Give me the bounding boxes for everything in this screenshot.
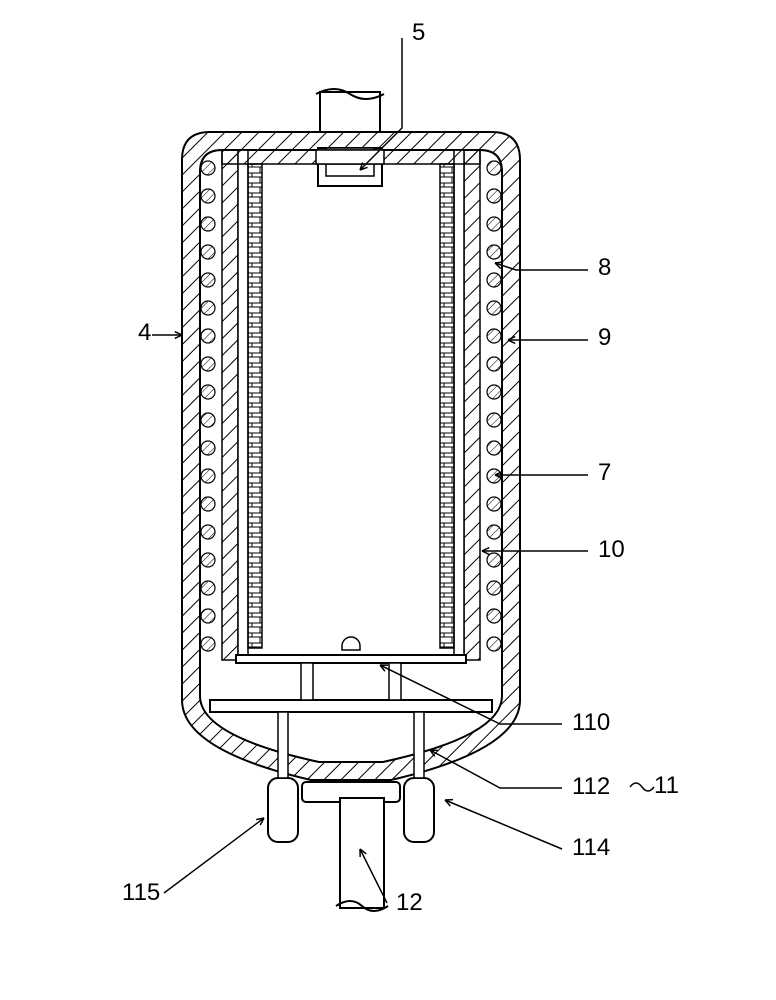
coil-right <box>487 161 501 175</box>
layer-brick-right <box>440 164 454 648</box>
coil-left <box>201 245 215 259</box>
layer-gap-right <box>454 150 464 660</box>
callout-label: 115 <box>122 879 160 906</box>
callout-label: 5 <box>412 19 425 46</box>
nub <box>342 637 360 650</box>
diagram-svg: 5 8 4 9 7 10 110 112 11 114 12 115 <box>0 0 776 1000</box>
coil-right <box>487 497 501 511</box>
coil-right <box>487 525 501 539</box>
callout-label: 114 <box>572 834 610 861</box>
coil-right <box>487 189 501 203</box>
side-leg <box>404 778 434 842</box>
layer-brick-left <box>248 164 262 648</box>
coil-left <box>201 273 215 287</box>
side-leg <box>268 778 298 842</box>
coil-right <box>487 273 501 287</box>
coil-left <box>201 609 215 623</box>
drawing-group <box>182 89 520 911</box>
side-leg-stem <box>414 712 424 778</box>
coil-left <box>201 637 215 651</box>
coil-left <box>201 161 215 175</box>
layer-outer-right <box>464 150 480 660</box>
coil-left <box>201 301 215 315</box>
leader-line <box>380 665 562 724</box>
coil-right <box>487 301 501 315</box>
tilde-mark <box>630 783 654 791</box>
coil-right <box>487 329 501 343</box>
coil-right <box>487 469 501 483</box>
coil-right <box>487 217 501 231</box>
plate-support-right <box>389 663 401 700</box>
coil-right <box>487 553 501 567</box>
callout-label: 10 <box>598 536 625 563</box>
coil-right <box>487 637 501 651</box>
bottom-plate <box>236 655 466 663</box>
coil-left <box>201 581 215 595</box>
lower-disk <box>210 700 492 712</box>
callout-label: 11 <box>654 772 679 799</box>
callout-label: 110 <box>572 709 610 736</box>
layer-outer-left <box>222 150 238 660</box>
coil-right <box>487 245 501 259</box>
callout-label: 8 <box>598 254 611 281</box>
callout-label: 12 <box>396 889 423 916</box>
coil-left <box>201 469 215 483</box>
coil-right <box>487 441 501 455</box>
coil-left <box>201 189 215 203</box>
callout-label: 7 <box>598 459 611 486</box>
callout-label: 4 <box>138 319 151 346</box>
callout-label: 9 <box>598 324 611 351</box>
side-leg-stem <box>278 712 288 778</box>
coil-left <box>201 385 215 399</box>
coil-left <box>201 525 215 539</box>
diagram-container: 5 8 4 9 7 10 110 112 11 114 12 115 <box>0 0 776 1000</box>
coil-left <box>201 441 215 455</box>
coil-right <box>487 357 501 371</box>
plate-support-left <box>301 663 313 700</box>
layer-gap-left <box>238 150 248 660</box>
coil-left <box>201 217 215 231</box>
coil-left <box>201 413 215 427</box>
coil-right <box>487 609 501 623</box>
coil-left <box>201 357 215 371</box>
coil-left <box>201 329 215 343</box>
coil-right <box>487 581 501 595</box>
coil-right <box>487 385 501 399</box>
leader-line <box>164 818 264 893</box>
coil-left <box>201 497 215 511</box>
leader-line <box>445 800 562 849</box>
callout-label: 112 <box>572 773 610 800</box>
coil-right <box>487 413 501 427</box>
coil-left <box>201 553 215 567</box>
